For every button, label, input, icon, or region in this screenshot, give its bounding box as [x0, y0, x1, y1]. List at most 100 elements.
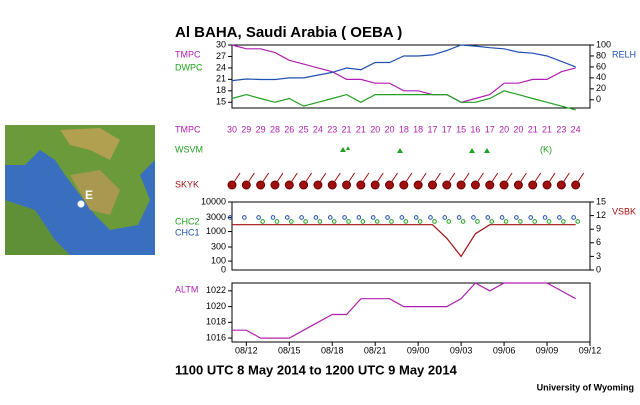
row-label: WSVM — [175, 144, 203, 154]
wind-barb — [546, 172, 556, 186]
y-tick-label: 18 — [216, 85, 226, 95]
ceiling-point — [360, 219, 366, 224]
y-tick-label: 27 — [216, 51, 226, 61]
credit: University of Wyoming — [537, 382, 634, 392]
ceiling-point — [342, 215, 347, 220]
wind-barb — [517, 172, 527, 186]
wind-barb — [432, 172, 441, 186]
wind-barb — [346, 172, 355, 186]
ceiling-point — [518, 219, 523, 224]
y2-tick-label: 100 — [596, 39, 611, 49]
ceiling-point — [456, 215, 462, 220]
temperature-label: 23 — [327, 124, 337, 134]
y2-tick-label: 0 — [596, 94, 601, 104]
y-tick-label: 1000 — [206, 226, 226, 236]
wind-barb — [274, 172, 284, 186]
legend-label: ALTM — [175, 284, 198, 294]
ceiling-point — [385, 215, 390, 220]
ceiling-point — [313, 215, 319, 220]
ceiling-point — [370, 215, 376, 220]
row-label: SKYK — [175, 179, 199, 189]
wind-barb — [460, 172, 470, 186]
ceiling-point — [389, 219, 394, 224]
series-line — [231, 90, 576, 111]
y-tick-label: 1022 — [206, 285, 226, 295]
y2-tick-label: 40 — [596, 72, 606, 82]
ceiling-point — [561, 219, 566, 224]
x-tick-label: 08/15 — [278, 345, 301, 355]
x-tick-label: 09/09 — [536, 345, 559, 355]
wind-barb — [288, 172, 298, 186]
ceiling-point — [542, 215, 548, 220]
legend-label: CHC1 — [175, 227, 200, 237]
ceiling-point — [356, 215, 362, 220]
wind-barb — [389, 172, 398, 186]
ceiling-point — [575, 219, 580, 224]
x-tick-label: 09/06 — [493, 345, 516, 355]
y-tick-label: 24 — [216, 62, 226, 72]
panel-frame — [231, 282, 591, 343]
ceiling-point — [532, 219, 538, 224]
temperature-label: 28 — [270, 124, 280, 134]
wind-barb — [231, 172, 241, 186]
y2-tick-label: 60 — [596, 61, 606, 71]
temperature-label: 20 — [499, 124, 509, 134]
ceiling-point — [571, 215, 576, 220]
y2-tick-label: 3 — [596, 251, 601, 261]
y-tick-label: 30 — [216, 39, 226, 49]
temperature-label: 17 — [427, 124, 437, 134]
wind-barb — [403, 172, 413, 186]
wind-barb — [560, 172, 570, 186]
temperature-label: 26 — [284, 124, 294, 134]
y-tick-label: 1016 — [206, 332, 226, 342]
legend-label: CHC2 — [175, 216, 200, 226]
temperature-label: 15 — [456, 124, 466, 134]
y2-tick-label: 12 — [596, 210, 606, 220]
temperature-label: 20 — [513, 124, 523, 134]
wind-barb — [317, 172, 327, 186]
ceiling-point — [471, 215, 476, 220]
ceiling-point — [557, 215, 562, 220]
ceiling-point — [327, 215, 333, 220]
legend-label: TMPC — [175, 49, 201, 59]
y2-tick-label: 20 — [596, 83, 606, 93]
temperature-label: 29 — [256, 124, 266, 134]
y-tick-label: 1018 — [206, 317, 226, 327]
ceiling-point — [475, 219, 480, 224]
y-tick-label: 0 — [221, 264, 226, 274]
ceiling-point — [242, 215, 247, 220]
wind-barb — [532, 172, 542, 186]
temperature-label: 17 — [485, 124, 495, 134]
legend-label: VSBK — [612, 206, 636, 216]
ceiling-point — [514, 215, 519, 220]
title: Al BAHA, Saudi Arabia ( OEBA ) — [175, 24, 402, 41]
temperature-label: 24 — [313, 124, 323, 134]
wind-barb — [245, 172, 255, 186]
temperature-label: 18 — [399, 124, 409, 134]
x-tick-label: 09/03 — [450, 345, 473, 355]
temperature-label: 18 — [413, 124, 423, 134]
y2-tick-label: 0 — [596, 264, 601, 274]
wind-barb — [475, 172, 484, 186]
wind-barb — [489, 172, 499, 186]
panel-frame — [231, 44, 591, 109]
series-line — [232, 282, 576, 339]
ceiling-point — [270, 215, 276, 220]
temperature-label: 16 — [470, 124, 480, 134]
ceiling-point — [413, 215, 419, 220]
ceiling-point — [489, 219, 495, 224]
ceiling-point — [317, 219, 323, 224]
map-label: E — [85, 188, 93, 202]
temperature-label: 21 — [356, 124, 366, 134]
wind-barb — [503, 172, 513, 186]
temperature-label: 20 — [385, 124, 395, 134]
y-tick-label: 3000 — [206, 212, 226, 222]
y-tick-label: 21 — [216, 74, 226, 84]
ceiling-point — [374, 219, 380, 224]
wind-barb — [331, 172, 341, 186]
temperature-label: 29 — [241, 124, 251, 134]
wind-barb — [303, 172, 313, 186]
legend-label: RELH — [612, 49, 636, 59]
x-tick-label: 08/21 — [364, 345, 387, 355]
